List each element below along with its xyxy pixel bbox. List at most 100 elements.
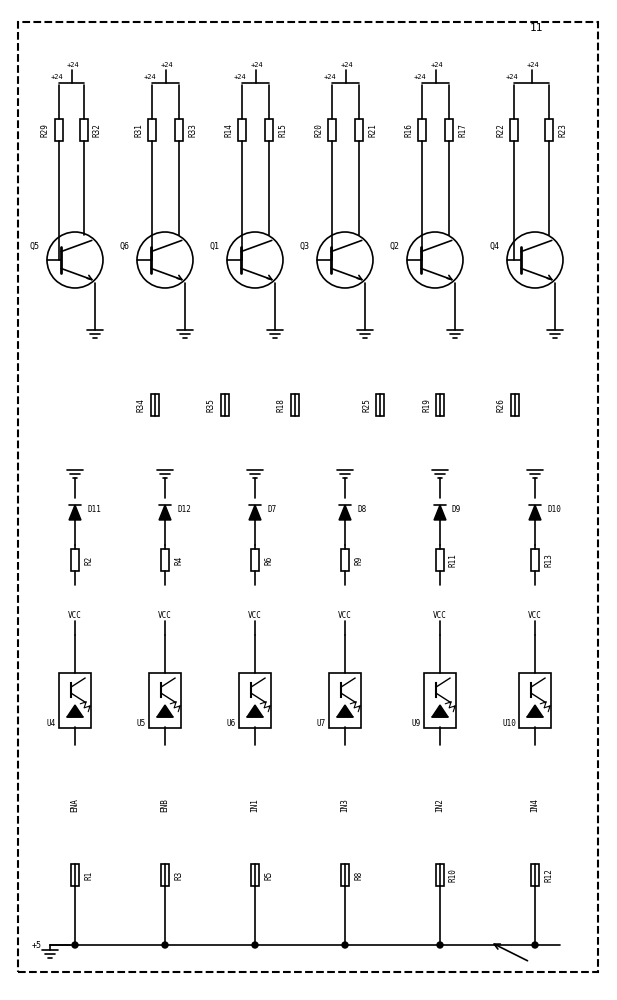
- Text: R14: R14: [224, 123, 233, 137]
- Circle shape: [162, 942, 168, 948]
- Text: R25: R25: [362, 398, 371, 412]
- Bar: [71, 549, 79, 571]
- Polygon shape: [339, 505, 351, 520]
- Text: U4: U4: [47, 719, 56, 728]
- Text: +24: +24: [505, 74, 518, 80]
- Circle shape: [137, 232, 193, 288]
- Text: +24: +24: [413, 74, 426, 80]
- Bar: [329, 672, 361, 728]
- Text: R21: R21: [368, 123, 377, 137]
- Bar: [80, 119, 88, 141]
- Polygon shape: [529, 505, 541, 520]
- Bar: [418, 119, 426, 141]
- Text: +5: +5: [32, 940, 42, 950]
- Text: D7: D7: [267, 506, 276, 514]
- Bar: [341, 549, 349, 571]
- Bar: [341, 864, 349, 886]
- Bar: [161, 549, 169, 571]
- Text: ENA: ENA: [70, 798, 80, 812]
- Text: D11: D11: [87, 506, 101, 514]
- Text: VCC: VCC: [338, 610, 352, 619]
- Text: R23: R23: [558, 123, 567, 137]
- Text: R10: R10: [449, 868, 458, 882]
- Bar: [510, 119, 518, 141]
- Text: IN4: IN4: [531, 798, 539, 812]
- Polygon shape: [69, 505, 81, 520]
- Circle shape: [532, 942, 538, 948]
- Bar: [151, 394, 159, 416]
- Text: U10: U10: [502, 719, 516, 728]
- Polygon shape: [434, 505, 446, 520]
- Polygon shape: [432, 705, 448, 717]
- Bar: [149, 672, 181, 728]
- Text: R2: R2: [84, 555, 93, 565]
- Text: D8: D8: [357, 506, 366, 514]
- Text: VCC: VCC: [158, 610, 172, 619]
- Bar: [531, 549, 539, 571]
- Bar: [148, 119, 156, 141]
- Circle shape: [437, 942, 443, 948]
- Text: +24: +24: [67, 62, 79, 68]
- Text: R11: R11: [449, 553, 458, 567]
- Bar: [55, 119, 63, 141]
- Text: R26: R26: [497, 398, 506, 412]
- Bar: [175, 119, 183, 141]
- Bar: [328, 119, 336, 141]
- Circle shape: [407, 232, 463, 288]
- Text: R18: R18: [277, 398, 286, 412]
- Circle shape: [252, 942, 258, 948]
- Bar: [239, 672, 271, 728]
- Text: R31: R31: [134, 123, 143, 137]
- Circle shape: [507, 232, 563, 288]
- Text: D12: D12: [177, 506, 191, 514]
- Bar: [265, 119, 273, 141]
- Polygon shape: [247, 705, 263, 717]
- Bar: [424, 672, 456, 728]
- Text: R34: R34: [137, 398, 146, 412]
- Text: +24: +24: [341, 62, 354, 68]
- Text: Q1: Q1: [209, 241, 219, 250]
- Circle shape: [47, 232, 103, 288]
- Bar: [221, 394, 229, 416]
- Text: +24: +24: [431, 62, 443, 68]
- Text: R12: R12: [544, 868, 553, 882]
- Bar: [251, 864, 259, 886]
- Text: Q3: Q3: [299, 241, 309, 250]
- Text: +24: +24: [324, 74, 336, 80]
- Text: ENB: ENB: [160, 798, 170, 812]
- Text: U5: U5: [137, 719, 146, 728]
- Polygon shape: [527, 705, 543, 717]
- Text: U7: U7: [317, 719, 326, 728]
- Bar: [238, 119, 246, 141]
- Text: R22: R22: [496, 123, 505, 137]
- Text: VCC: VCC: [248, 610, 262, 619]
- Bar: [545, 119, 553, 141]
- Bar: [59, 672, 91, 728]
- Text: VCC: VCC: [433, 610, 447, 619]
- Polygon shape: [249, 505, 261, 520]
- Text: D9: D9: [452, 506, 462, 514]
- Bar: [511, 394, 519, 416]
- Bar: [376, 394, 384, 416]
- Circle shape: [227, 232, 283, 288]
- Text: Q6: Q6: [119, 241, 129, 250]
- Text: R15: R15: [278, 123, 287, 137]
- Text: R6: R6: [264, 555, 273, 565]
- Text: IN1: IN1: [251, 798, 260, 812]
- Text: +24: +24: [51, 74, 64, 80]
- Text: R8: R8: [354, 870, 363, 880]
- Bar: [519, 672, 551, 728]
- Polygon shape: [337, 705, 353, 717]
- Text: R13: R13: [544, 553, 553, 567]
- Text: R4: R4: [174, 555, 183, 565]
- Polygon shape: [159, 505, 171, 520]
- Text: R35: R35: [207, 398, 216, 412]
- Text: R5: R5: [264, 870, 273, 880]
- Text: R1: R1: [84, 870, 93, 880]
- Circle shape: [342, 942, 348, 948]
- Text: D10: D10: [547, 506, 561, 514]
- Text: Q2: Q2: [389, 241, 399, 250]
- Circle shape: [317, 232, 373, 288]
- Bar: [436, 394, 444, 416]
- Bar: [436, 864, 444, 886]
